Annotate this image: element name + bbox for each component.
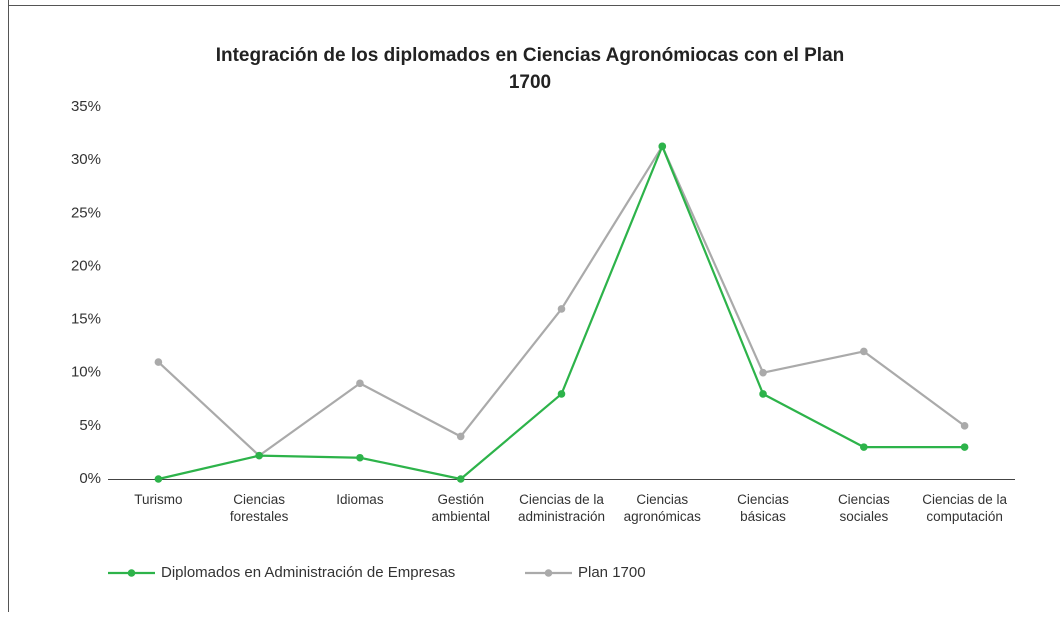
- point: [860, 347, 868, 356]
- point: [456, 475, 465, 483]
- point: [557, 305, 566, 313]
- y-tick-label: 35%: [71, 98, 101, 115]
- y-tick-label: 25%: [71, 204, 101, 221]
- y-tick-label: 0%: [79, 470, 101, 487]
- point: [960, 443, 969, 451]
- point: [356, 379, 364, 388]
- legend-marker: [544, 569, 553, 577]
- y-tick-label: 20%: [71, 257, 101, 274]
- point: [255, 451, 263, 460]
- legend-label: Plan 1700: [578, 564, 646, 581]
- point: [860, 443, 868, 451]
- point: [658, 142, 667, 151]
- y-tick-label: 15%: [71, 311, 101, 328]
- x-tick-label: Ciencias sociales: [837, 492, 890, 524]
- y-tick-label: 5%: [79, 417, 101, 434]
- point: [456, 432, 465, 441]
- legend-label: Diplomados en Administración de Empresas: [161, 564, 455, 581]
- x-tick-label: Ciencias de la administración: [517, 492, 606, 524]
- point: [759, 390, 767, 398]
- series-line: [157, 145, 966, 457]
- x-tick-label: Idiomas: [336, 492, 384, 507]
- point: [154, 358, 163, 366]
- point: [154, 475, 163, 483]
- x-tick-label: Turismo: [134, 492, 183, 507]
- point: [356, 453, 364, 462]
- x-tick-label: Ciencias agronómicas: [623, 492, 701, 524]
- y-tick-label: 10%: [71, 364, 101, 381]
- x-tick-label: Ciencias básicas: [737, 492, 789, 524]
- point: [759, 368, 767, 377]
- x-tick-label: Gestión ambiental: [431, 492, 490, 524]
- point: [960, 422, 969, 430]
- y-tick-label: 30%: [71, 151, 101, 168]
- chart-title: Integración de los diplomados en Ciencia…: [215, 45, 845, 93]
- x-tick-label: Ciencias de la computación: [922, 492, 1007, 524]
- point: [557, 390, 566, 398]
- legend-marker: [127, 569, 136, 577]
- x-tick-label: Ciencias forestales: [229, 492, 289, 524]
